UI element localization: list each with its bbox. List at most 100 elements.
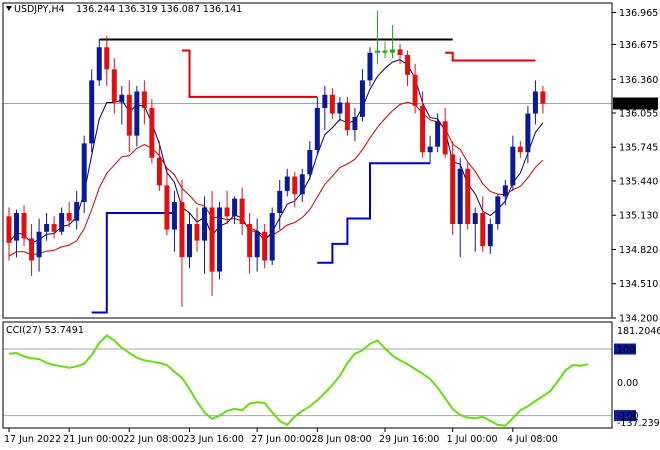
candle-body [217,207,223,272]
candle-body [465,168,471,225]
candle-body [322,94,328,108]
cci-axis-top: 181.2046 [617,326,660,337]
candle-body [412,74,418,106]
price-tick-label: 134.820 [619,245,658,256]
candle-body [111,69,117,103]
candle-body [472,213,478,225]
candle-body [14,213,20,241]
candle-body [254,231,260,258]
candle-body [74,201,80,221]
candle-body [66,213,72,221]
candle-body [269,213,275,261]
candle-body [427,146,433,153]
price-tick-label: 134.510 [619,279,658,290]
candle-body [390,49,396,53]
candle-body [149,108,155,158]
price-tick-label: 135.745 [619,143,658,154]
candle-body [6,216,12,243]
candle-body [359,80,365,117]
channels [91,38,536,314]
price-tick-label: 136.965 [619,8,658,19]
candle-body [171,201,177,230]
channel-blue-line [317,162,431,264]
price-tick-label: 136.675 [619,40,658,51]
price-tick-label: 136.360 [619,75,658,86]
candle-body [450,154,456,225]
candle-body [224,207,230,217]
candle-body [156,157,162,186]
candle-body [367,52,373,81]
candle-body [81,143,87,202]
candle-body [202,207,208,241]
price-tick-label: 136.055 [619,108,658,119]
candle-body [96,47,102,81]
candle-body [262,231,268,261]
candles [6,10,546,307]
candle-body [510,146,516,186]
cci-axis-bottom: -137.239 [617,418,660,429]
candle-body [352,116,358,131]
candle-body [239,198,245,225]
candle-body [59,213,65,232]
channel-red-line [445,51,536,62]
time-tick-label: 4 Jul 08:00 [507,434,558,445]
cci-level-tag [614,343,636,355]
candle-body [36,231,42,258]
axes: 136.965 136.675 136.360 136.055 135.745 135.4… [2,2,658,445]
candle-body [397,49,403,55]
candle-body [21,213,27,239]
price-tick-label: 135.440 [619,176,658,187]
price-tick-label: 135.130 [619,211,658,222]
candle-body [495,196,501,225]
cci-panel-frame [2,321,613,429]
candle-body [209,207,215,272]
candle-body [517,146,523,153]
candle-body [442,121,448,155]
candle-body [51,224,57,232]
main-panel-frame [2,2,613,319]
candle-body [29,238,35,261]
candle-body [307,150,313,175]
time-tick-label: 28 Jun 08:00 [311,434,371,445]
candle-body [329,94,335,114]
candle-body [126,94,132,136]
candle-body [292,176,298,195]
candle-body [532,91,538,114]
candle-body [277,190,283,213]
price-tick-label: 134.200 [619,314,658,325]
cci-line [8,334,589,427]
cci-level-label: -100 [617,411,639,422]
time-tick-label: 1 Jul 00:00 [447,434,498,445]
candle-body [374,50,380,53]
time-tick-label: 27 Jun 00:00 [251,434,311,445]
candle-body [487,224,493,247]
cci-level-label: 0.00 [617,378,638,389]
time-tick-label: 23 Jun 16:00 [183,434,243,445]
channel-blue-line [91,212,175,314]
candle-body [232,198,238,217]
candle-body [502,185,508,197]
candle-body [405,54,411,75]
candle-body [164,185,170,230]
grid [3,102,612,417]
candle-body [337,102,343,114]
candle-body [44,224,50,232]
candle-body [179,201,185,258]
time-tick-label: 29 Jun 16:00 [379,434,439,445]
current-price-tag [613,97,658,110]
candle-body [247,224,253,258]
slow-ma-line [8,101,544,257]
current-price-label: 136.141 [616,99,655,110]
candle-body [457,168,463,225]
candle-body [89,80,95,144]
candle-body [194,224,200,241]
candle-body [104,47,110,70]
channel-red-line [182,49,318,98]
candle-body [141,91,147,108]
candle-body [186,224,192,258]
time-tick-label: 22 Jun 08:00 [123,434,183,445]
cci-label: CCI(27) 53.7491 [6,325,84,336]
